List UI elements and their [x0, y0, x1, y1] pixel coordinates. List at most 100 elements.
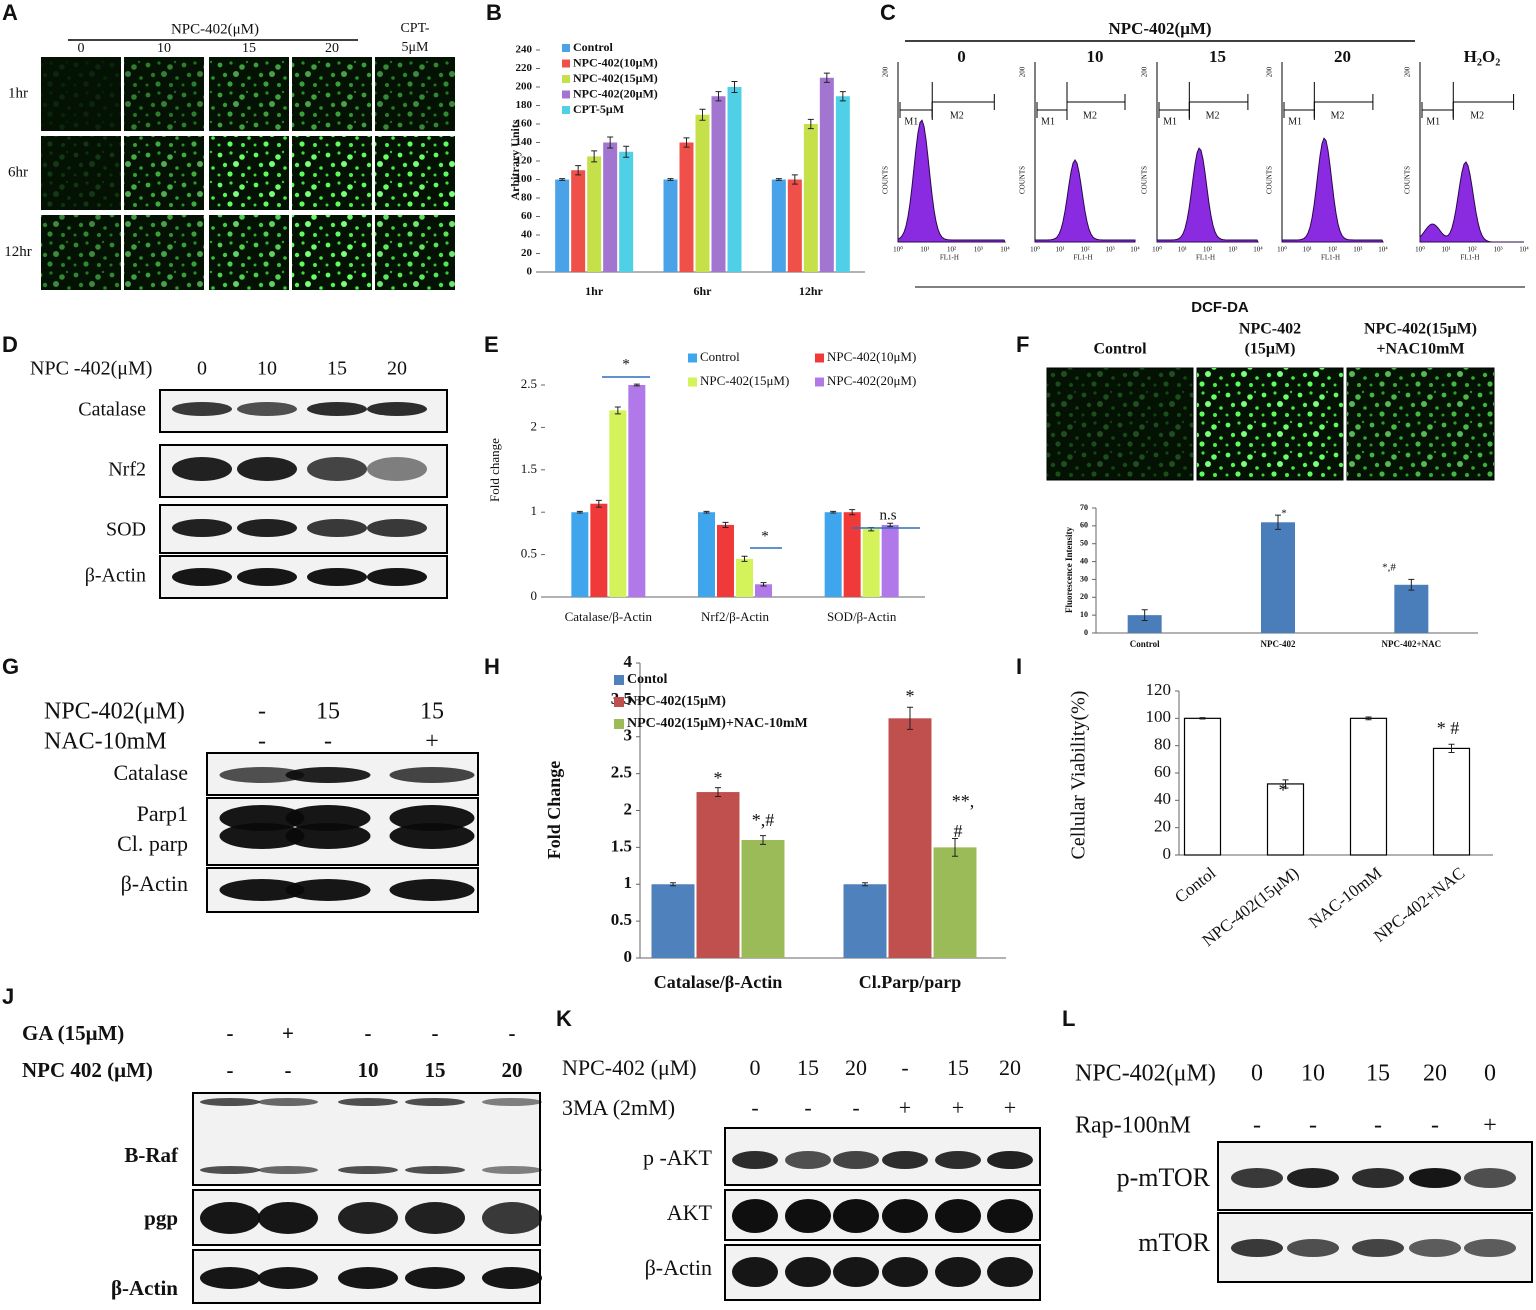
- label: H₂O₂: [1464, 47, 1501, 66]
- y-tick-label: 2.5: [611, 763, 632, 782]
- legend-swatch: [815, 353, 824, 363]
- y-tick-label: 1.5: [611, 836, 632, 855]
- blot-band: [258, 1098, 318, 1106]
- legend-label: CPT-5μM: [573, 102, 624, 116]
- label: 200: [1019, 66, 1027, 77]
- y-tick-label: 100: [1146, 707, 1172, 726]
- blot-band: [172, 519, 232, 537]
- y-axis-label: Fold change: [487, 438, 502, 502]
- label: M2: [1206, 110, 1220, 121]
- y-tick-label: 40: [521, 229, 533, 241]
- label: -: [1431, 1113, 1439, 1139]
- y-tick-label: 80: [1154, 735, 1171, 754]
- label: -: [901, 1055, 908, 1080]
- error-bar: [699, 108, 706, 121]
- micrograph-signal: [1047, 368, 1193, 480]
- bar: [695, 114, 710, 272]
- legend-swatch: [562, 106, 570, 114]
- annotation: *: [622, 356, 630, 372]
- label: COUNTS: [1266, 166, 1274, 194]
- label: 20: [1334, 47, 1351, 66]
- blot-band: [405, 1166, 465, 1174]
- label: 15: [316, 699, 340, 725]
- panel-letter: F: [1016, 332, 1029, 357]
- bar: [1394, 584, 1429, 633]
- label: 10²: [947, 246, 956, 254]
- y-tick-label: 1: [624, 873, 633, 892]
- label: (15μM): [1245, 341, 1296, 358]
- bar: [1349, 717, 1388, 856]
- label: GA (15μM): [22, 1021, 124, 1045]
- bar: [862, 529, 880, 597]
- bar: [1183, 717, 1222, 856]
- bar: [1432, 747, 1471, 856]
- bar: [663, 179, 678, 272]
- legend-label: NPC-402(20μM): [827, 373, 916, 388]
- legend-swatch: [688, 377, 697, 387]
- error-bar: [715, 91, 722, 102]
- error-bar: [823, 72, 830, 83]
- label: 20: [845, 1055, 867, 1080]
- panel-letter: G: [2, 654, 19, 679]
- blot-band: [935, 1151, 981, 1169]
- panel-letter: C: [880, 0, 896, 25]
- bar: [843, 884, 887, 958]
- error-bar: [839, 91, 846, 102]
- bar: [843, 512, 861, 597]
- label: +: [1004, 1095, 1016, 1120]
- blot-band: [987, 1199, 1033, 1233]
- blot-band: [389, 805, 475, 831]
- label: 20: [387, 358, 407, 380]
- label: β-Actin: [645, 1255, 712, 1280]
- blot-band: [258, 1202, 318, 1234]
- blot-band: [882, 1199, 928, 1233]
- label: M2: [950, 110, 964, 121]
- label: M1: [904, 116, 918, 127]
- bar: [698, 512, 715, 597]
- label: +: [282, 1021, 294, 1045]
- blot-band: [338, 1202, 398, 1234]
- blot-band: [307, 402, 367, 416]
- label: 10: [157, 41, 171, 56]
- legend-label: Control: [573, 40, 613, 54]
- bar: [1261, 522, 1295, 633]
- label: SOD: [106, 519, 146, 541]
- blot-band: [882, 1257, 928, 1287]
- label: 10⁴: [1253, 246, 1263, 254]
- legend-swatch: [562, 75, 570, 83]
- y-tick-label: 2: [624, 799, 633, 818]
- x-tick-label: Control: [1130, 639, 1160, 649]
- y-tick-label: 60: [1154, 762, 1171, 781]
- label: 15: [1366, 1061, 1390, 1087]
- blot-band: [172, 457, 232, 481]
- label: -: [751, 1095, 758, 1120]
- y-tick-label: 3: [624, 726, 633, 745]
- blot-band: [833, 1151, 879, 1169]
- label: M2: [1470, 110, 1484, 121]
- blot-band: [219, 823, 305, 849]
- blot-band: [785, 1199, 831, 1233]
- blot-band: [307, 519, 367, 537]
- label: NPC-402: [1239, 321, 1301, 338]
- label: 10²: [1467, 246, 1476, 254]
- label: -: [285, 1058, 292, 1082]
- label: 20: [502, 1058, 523, 1082]
- blot-band: [482, 1267, 542, 1289]
- blot-band: [237, 519, 297, 537]
- annotation: *: [1279, 780, 1288, 800]
- y-tick-label: 70: [1080, 503, 1088, 512]
- label: M1: [1288, 116, 1302, 127]
- label: -: [227, 1058, 234, 1082]
- blot-band: [732, 1199, 778, 1233]
- blot-band: [237, 568, 297, 586]
- error-bar: [559, 178, 566, 181]
- label: 10³: [1353, 246, 1362, 254]
- label: 10²: [1203, 246, 1212, 254]
- bar: [835, 96, 850, 272]
- legend-label: NPC-402(15μM): [573, 71, 658, 85]
- micrograph-signal: [1347, 368, 1494, 480]
- error-bar: [595, 499, 602, 508]
- label: 200: [1266, 66, 1274, 77]
- annotation: *: [1281, 508, 1287, 520]
- label: FL1-H: [1073, 254, 1092, 262]
